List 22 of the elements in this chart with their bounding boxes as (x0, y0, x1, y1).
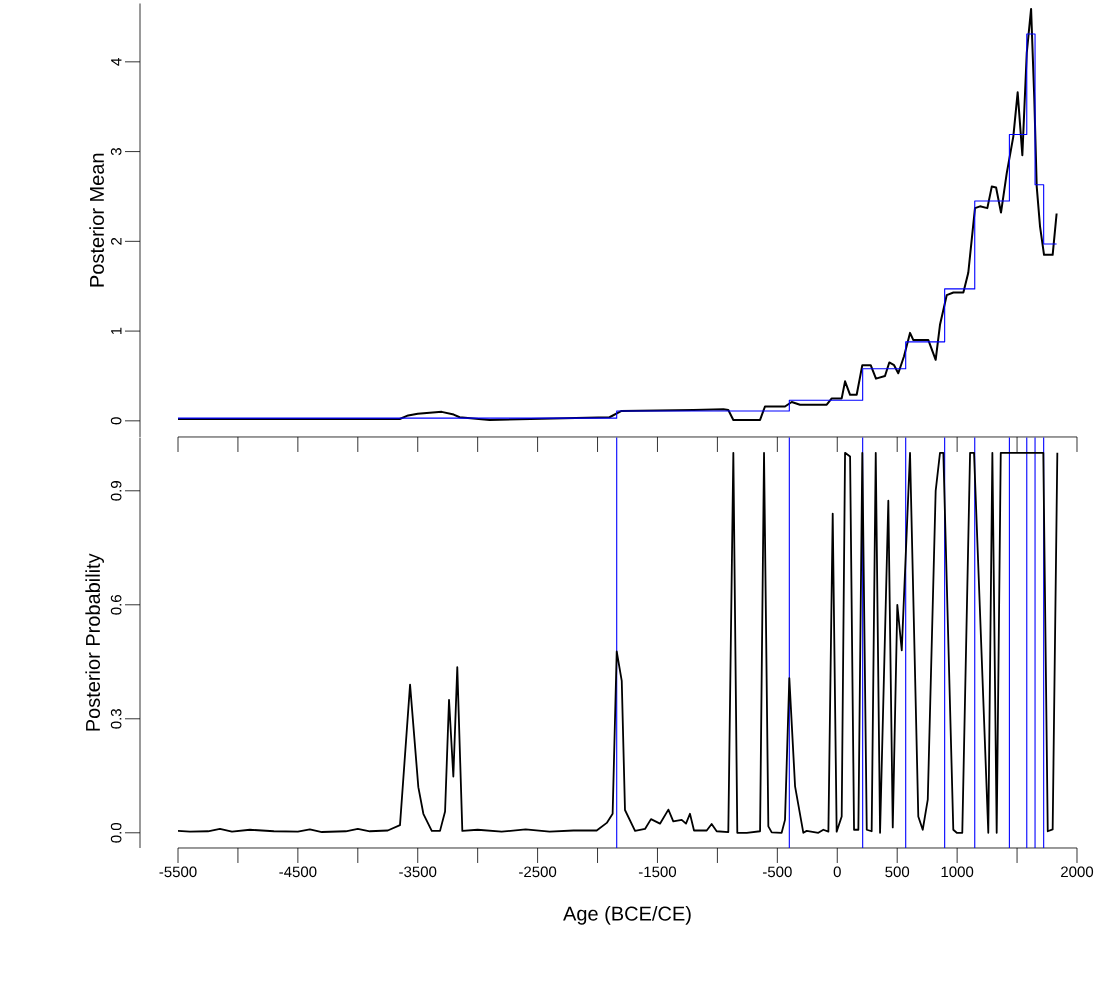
y-tick-label: 0.6 (110, 595, 122, 615)
x-tick-label: -3500 (399, 866, 437, 878)
y-tick-label: 2 (110, 237, 122, 245)
x-tick-label: 500 (885, 866, 910, 878)
x-tick-label: 2000 (1061, 866, 1094, 878)
x-tick-label: 1000 (941, 866, 974, 878)
y-tick-label: 0.9 (110, 481, 122, 501)
x-tick-label: -2500 (519, 866, 557, 878)
y-axis-title: Posterior Mean (89, 153, 104, 287)
y-tick-label: 3 (110, 148, 122, 156)
x-tick-label: 0 (833, 866, 841, 878)
y-axis-title: Posterior Probability (85, 553, 104, 731)
y-tick-label: 0 (110, 417, 122, 425)
y-tick-label: 4 (111, 58, 122, 66)
x-tick-label: -5500 (159, 866, 197, 878)
x-axis-title: Age (BCE/CE) (563, 906, 691, 925)
x-tick-label: -4500 (279, 866, 317, 878)
y-tick-label: 1 (111, 327, 122, 335)
y-tick-label: 0.3 (110, 709, 122, 729)
y-tick-label: 0.0 (110, 822, 122, 843)
x-tick-label: -500 (762, 866, 792, 878)
x-tick-label: -1500 (638, 866, 677, 878)
